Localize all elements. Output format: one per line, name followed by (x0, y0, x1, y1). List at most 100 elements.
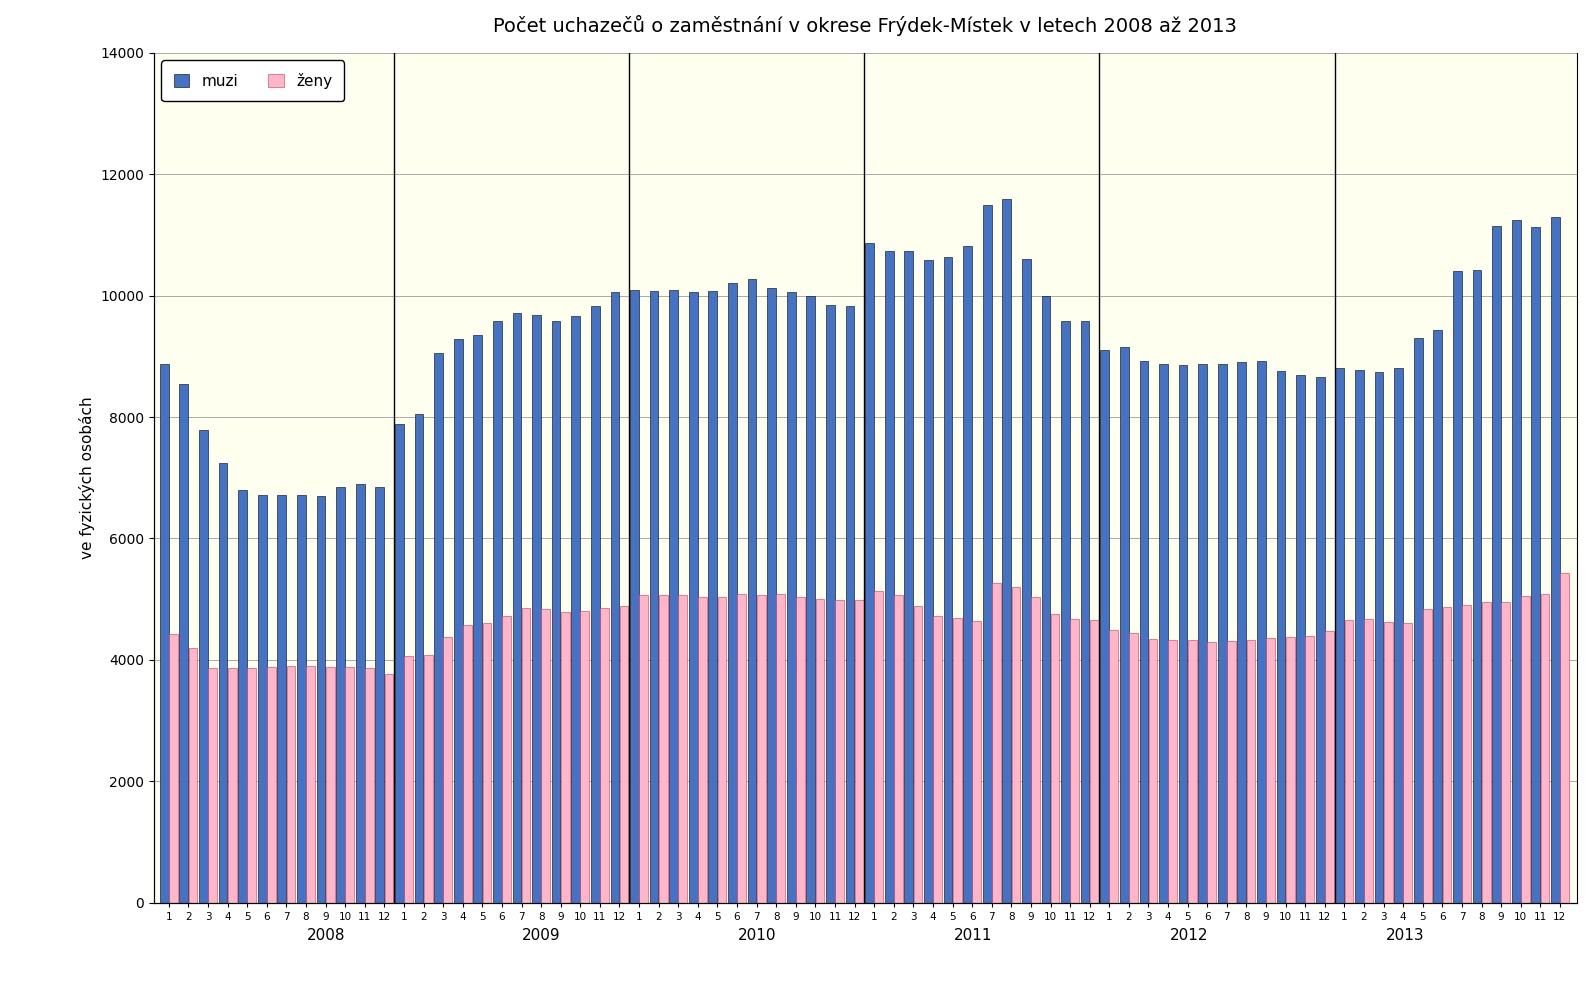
Bar (1355, 370, 1364, 902)
Bar (1091, 620, 1098, 902)
Bar (855, 601, 863, 902)
Bar (591, 306, 600, 902)
Bar (552, 322, 560, 902)
Bar (532, 316, 541, 902)
Bar (1336, 369, 1344, 902)
Bar (443, 637, 452, 902)
Bar (1492, 226, 1501, 902)
Bar (1129, 633, 1138, 902)
Bar (885, 251, 893, 902)
Bar (159, 364, 169, 902)
Bar (807, 296, 815, 902)
Bar (1207, 642, 1216, 902)
Bar (247, 667, 256, 902)
Bar (414, 414, 423, 902)
Bar (1003, 199, 1011, 902)
Bar (1070, 619, 1079, 902)
Bar (306, 666, 315, 902)
Bar (1364, 619, 1372, 902)
Bar (1501, 602, 1511, 902)
Bar (1442, 607, 1452, 902)
Bar (1345, 620, 1353, 902)
Bar (1258, 361, 1266, 902)
Bar (209, 667, 217, 902)
Bar (845, 306, 855, 902)
Bar (1520, 596, 1530, 902)
Legend: muzi, ženy: muzi, ženy (161, 60, 344, 101)
Bar (385, 674, 393, 902)
Bar (355, 484, 365, 902)
Bar (1512, 220, 1520, 902)
Bar (376, 487, 384, 902)
Bar (494, 321, 501, 902)
Bar (678, 595, 688, 902)
Bar (228, 667, 237, 902)
Bar (1296, 375, 1305, 902)
Bar (1560, 573, 1568, 902)
Bar (1051, 614, 1059, 902)
Bar (895, 596, 903, 902)
Bar (326, 667, 334, 902)
Bar (365, 668, 374, 902)
Bar (630, 289, 638, 902)
Bar (697, 597, 707, 902)
Bar (756, 595, 766, 902)
Bar (1532, 227, 1539, 902)
Bar (1395, 368, 1403, 902)
Bar (923, 260, 933, 902)
Bar (982, 205, 992, 902)
Bar (748, 278, 756, 902)
Bar (258, 495, 266, 902)
Bar (482, 623, 492, 902)
Bar (767, 287, 775, 902)
Bar (610, 292, 619, 902)
Bar (1325, 631, 1334, 902)
Bar (914, 607, 922, 902)
Bar (1461, 605, 1471, 902)
Bar (513, 313, 521, 902)
Bar (1100, 350, 1110, 902)
Bar (501, 616, 511, 902)
Bar (1081, 322, 1089, 902)
Bar (973, 621, 981, 902)
Bar (1011, 587, 1020, 902)
Bar (1188, 640, 1197, 902)
Bar (454, 340, 463, 902)
Bar (435, 353, 443, 902)
Bar (404, 655, 412, 902)
Bar (287, 666, 296, 902)
Bar (522, 608, 530, 902)
Bar (239, 490, 247, 902)
Bar (874, 592, 884, 902)
Bar (659, 596, 667, 902)
Bar (1482, 602, 1490, 902)
Bar (169, 634, 178, 902)
Bar (1453, 271, 1461, 902)
Bar (473, 335, 482, 902)
Bar (1305, 635, 1313, 902)
Bar (1383, 622, 1393, 902)
Bar (1169, 640, 1176, 902)
Bar (1414, 338, 1423, 902)
Bar (1277, 372, 1285, 902)
Bar (1266, 638, 1275, 902)
Bar (188, 648, 197, 902)
Bar (796, 597, 806, 902)
Bar (1433, 330, 1442, 902)
Bar (1551, 217, 1560, 902)
Bar (1541, 594, 1549, 902)
Bar (1159, 364, 1169, 902)
Bar (708, 290, 718, 902)
Bar (815, 599, 825, 902)
Bar (1199, 364, 1207, 902)
Bar (650, 291, 659, 902)
Bar (689, 292, 697, 902)
Bar (1404, 623, 1412, 902)
Bar (952, 618, 962, 902)
Bar (728, 283, 737, 902)
Bar (786, 292, 796, 902)
Bar (826, 304, 834, 902)
Bar (1140, 361, 1148, 902)
Bar (1032, 598, 1040, 902)
Bar (572, 317, 579, 902)
